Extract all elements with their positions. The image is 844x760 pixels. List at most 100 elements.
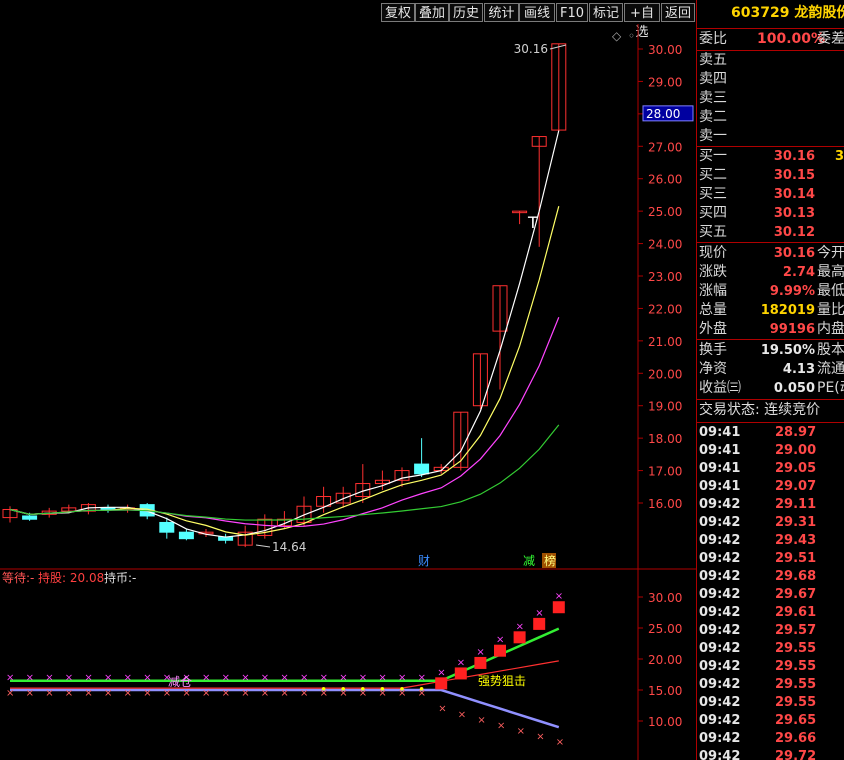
toolbar-button-3[interactable]: 统计 — [484, 3, 519, 22]
sell-row: 卖二 — [699, 108, 727, 127]
indicator-low-cross: × — [556, 737, 564, 748]
tick-price: 29.57 — [775, 623, 817, 638]
tick-price: 29.11 — [775, 497, 817, 512]
indicator-bar — [454, 667, 467, 680]
indicator-cross-mark: × — [182, 673, 190, 684]
indicator-cross-mark: × — [280, 673, 288, 684]
sell-row: 卖五 — [699, 51, 727, 70]
tick-time: 09:42 — [699, 605, 741, 620]
stat-value: 30.16 — [773, 246, 815, 261]
indicator-low-cross: × — [339, 688, 347, 699]
tick-row: 09:42 29.67 — [699, 586, 843, 604]
toolbar-button-8[interactable]: 返回 — [661, 3, 695, 22]
ma20-line — [9, 316, 560, 528]
tick-time: 09:41 — [699, 461, 741, 476]
event-marker-reduce: 减 — [523, 554, 535, 568]
y-tick-label: 30.00 — [648, 43, 682, 57]
indicator-cross-mark: × — [418, 673, 426, 684]
fund-row: 净资 4.13 流通 — [699, 360, 844, 379]
event-marker-finance: 财 — [418, 554, 430, 568]
strong-snipe-label: 强势狙击 — [478, 674, 526, 688]
indicator-low-cross: × — [182, 688, 190, 699]
tick-row: 09:42 29.68 — [699, 568, 843, 586]
tick-row: 09:42 29.57 — [699, 622, 843, 640]
candle-body — [276, 518, 292, 527]
buy-row: 买五 30.12 — [699, 223, 815, 242]
current-price-marker — [642, 105, 694, 122]
buy-volume: 3 — [835, 149, 844, 164]
indicator-cross-mark: × — [555, 591, 563, 602]
weibi-label: 委比 — [699, 31, 727, 47]
tick-price: 28.97 — [775, 425, 817, 440]
stat-row: 现价 30.16 今开 — [699, 244, 844, 263]
indicator-cross-mark: × — [45, 673, 53, 684]
sell-label: 卖四 — [699, 71, 727, 87]
tick-price: 29.72 — [775, 749, 817, 760]
tick-row: 09:42 29.72 — [699, 748, 843, 760]
stat-row: 外盘 99196 内盘 — [699, 320, 844, 339]
tick-price: 29.65 — [775, 713, 817, 728]
weibi-value: 100.00% — [757, 31, 826, 47]
indicator-cross-mark: × — [437, 667, 445, 678]
stat-label: 涨跌 — [699, 264, 727, 280]
candle-body — [512, 210, 528, 214]
kline-chart[interactable]: 30.00 29.00 28.00 27.00 26.00 25.00 24.00 23.00… — [0, 24, 696, 760]
toolbar-button-2[interactable]: 历史 — [449, 3, 483, 22]
tick-price: 29.55 — [775, 695, 817, 710]
stat-row: 涨跌 2.74 最高 — [699, 263, 844, 282]
indicator-low-cross: × — [202, 688, 210, 699]
indicator-low-cross: × — [477, 715, 485, 726]
indicator-upper-band — [10, 627, 560, 682]
buy-row: 买三 30.14 — [699, 185, 815, 204]
y-tick-label: 25.00 — [648, 205, 682, 219]
indicator-cross-mark: × — [163, 673, 171, 684]
candle-body — [492, 285, 508, 332]
stock-code: 603729 — [731, 5, 790, 21]
y-tick-label: 18.00 — [648, 432, 682, 446]
buy-price: 30.15 — [773, 168, 815, 183]
sell-label: 卖一 — [699, 128, 727, 144]
toolbar-button-7[interactable]: +自选 — [624, 3, 660, 40]
indicator-low-cross: × — [398, 688, 406, 699]
indicator-y-tick-label: 20.00 — [648, 653, 682, 667]
indicator-mid-line — [10, 660, 559, 689]
tick-time: 09:42 — [699, 713, 741, 728]
tick-time: 09:41 — [699, 479, 741, 494]
toolbar-button-4[interactable]: 画线 — [519, 3, 555, 22]
tick-price: 29.68 — [775, 569, 817, 584]
buy-price: 30.14 — [773, 187, 815, 202]
indicator-low-cross: × — [45, 688, 53, 699]
toolbar-button-1[interactable]: 叠加 — [415, 3, 449, 22]
tick-price: 29.51 — [775, 551, 817, 566]
toolbar-button-0[interactable]: 复权 — [381, 3, 415, 22]
toolbar-button-6[interactable]: 标记 — [589, 3, 623, 22]
tick-row: 09:41 29.05 — [699, 460, 843, 478]
indicator-dot — [341, 686, 346, 691]
current-price-label: 28.00 — [646, 107, 680, 121]
buy-label: 买三 — [699, 186, 727, 202]
tick-time: 09:42 — [699, 623, 741, 638]
stat-extra-label: 量比 — [817, 302, 844, 318]
indicator-y-tick-label: 15.00 — [648, 684, 682, 698]
weicha-label: 委差 — [817, 31, 844, 47]
tick-row: 09:42 29.65 — [699, 712, 843, 730]
candle-body — [355, 483, 371, 498]
indicator-hold-label: 持股: 20.08 — [38, 570, 104, 585]
low-price-label: 14.64 — [272, 540, 306, 554]
indicator-low-cross: × — [163, 688, 171, 699]
indicator-cross-mark: × — [476, 647, 484, 658]
indicator-y-tick-label: 25.00 — [648, 622, 682, 636]
toolbar-button-5[interactable]: F10 — [556, 3, 588, 22]
indicator-cross-mark: × — [535, 608, 543, 619]
candle-body — [551, 43, 567, 131]
buy-label: 买二 — [699, 167, 727, 183]
tick-row: 09:41 29.00 — [699, 442, 843, 460]
indicator-low-cross: × — [438, 704, 446, 715]
fund-label: 净资 — [699, 361, 727, 377]
indicator-low-cross: × — [497, 720, 505, 731]
candle-body — [394, 470, 410, 481]
indicator-cash-label: 持币:- — [104, 570, 136, 585]
indicator-cross-mark: × — [65, 673, 73, 684]
stat-label: 涨幅 — [699, 283, 727, 299]
tick-price: 29.05 — [775, 461, 817, 476]
